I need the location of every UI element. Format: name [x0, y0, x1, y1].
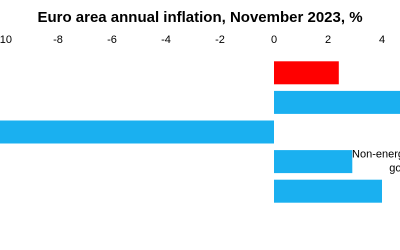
bar — [274, 90, 400, 114]
bar — [274, 179, 382, 203]
x-tick-label: 4 — [379, 34, 385, 46]
bar — [274, 61, 339, 85]
chart-title: Euro area annual inflation, November 202… — [37, 9, 362, 26]
x-tick-label: -8 — [53, 34, 63, 46]
bar — [0, 120, 274, 144]
category-label: Non-energy industrialgoods — [352, 149, 400, 175]
x-tick-label: -6 — [107, 34, 117, 46]
x-tick-label: -4 — [161, 34, 171, 46]
x-tick-label: -10 — [0, 34, 12, 46]
x-tick-label: 2 — [325, 34, 331, 46]
x-tick-label: -2 — [215, 34, 225, 46]
bar — [274, 150, 353, 174]
x-tick-label: 0 — [271, 34, 277, 46]
